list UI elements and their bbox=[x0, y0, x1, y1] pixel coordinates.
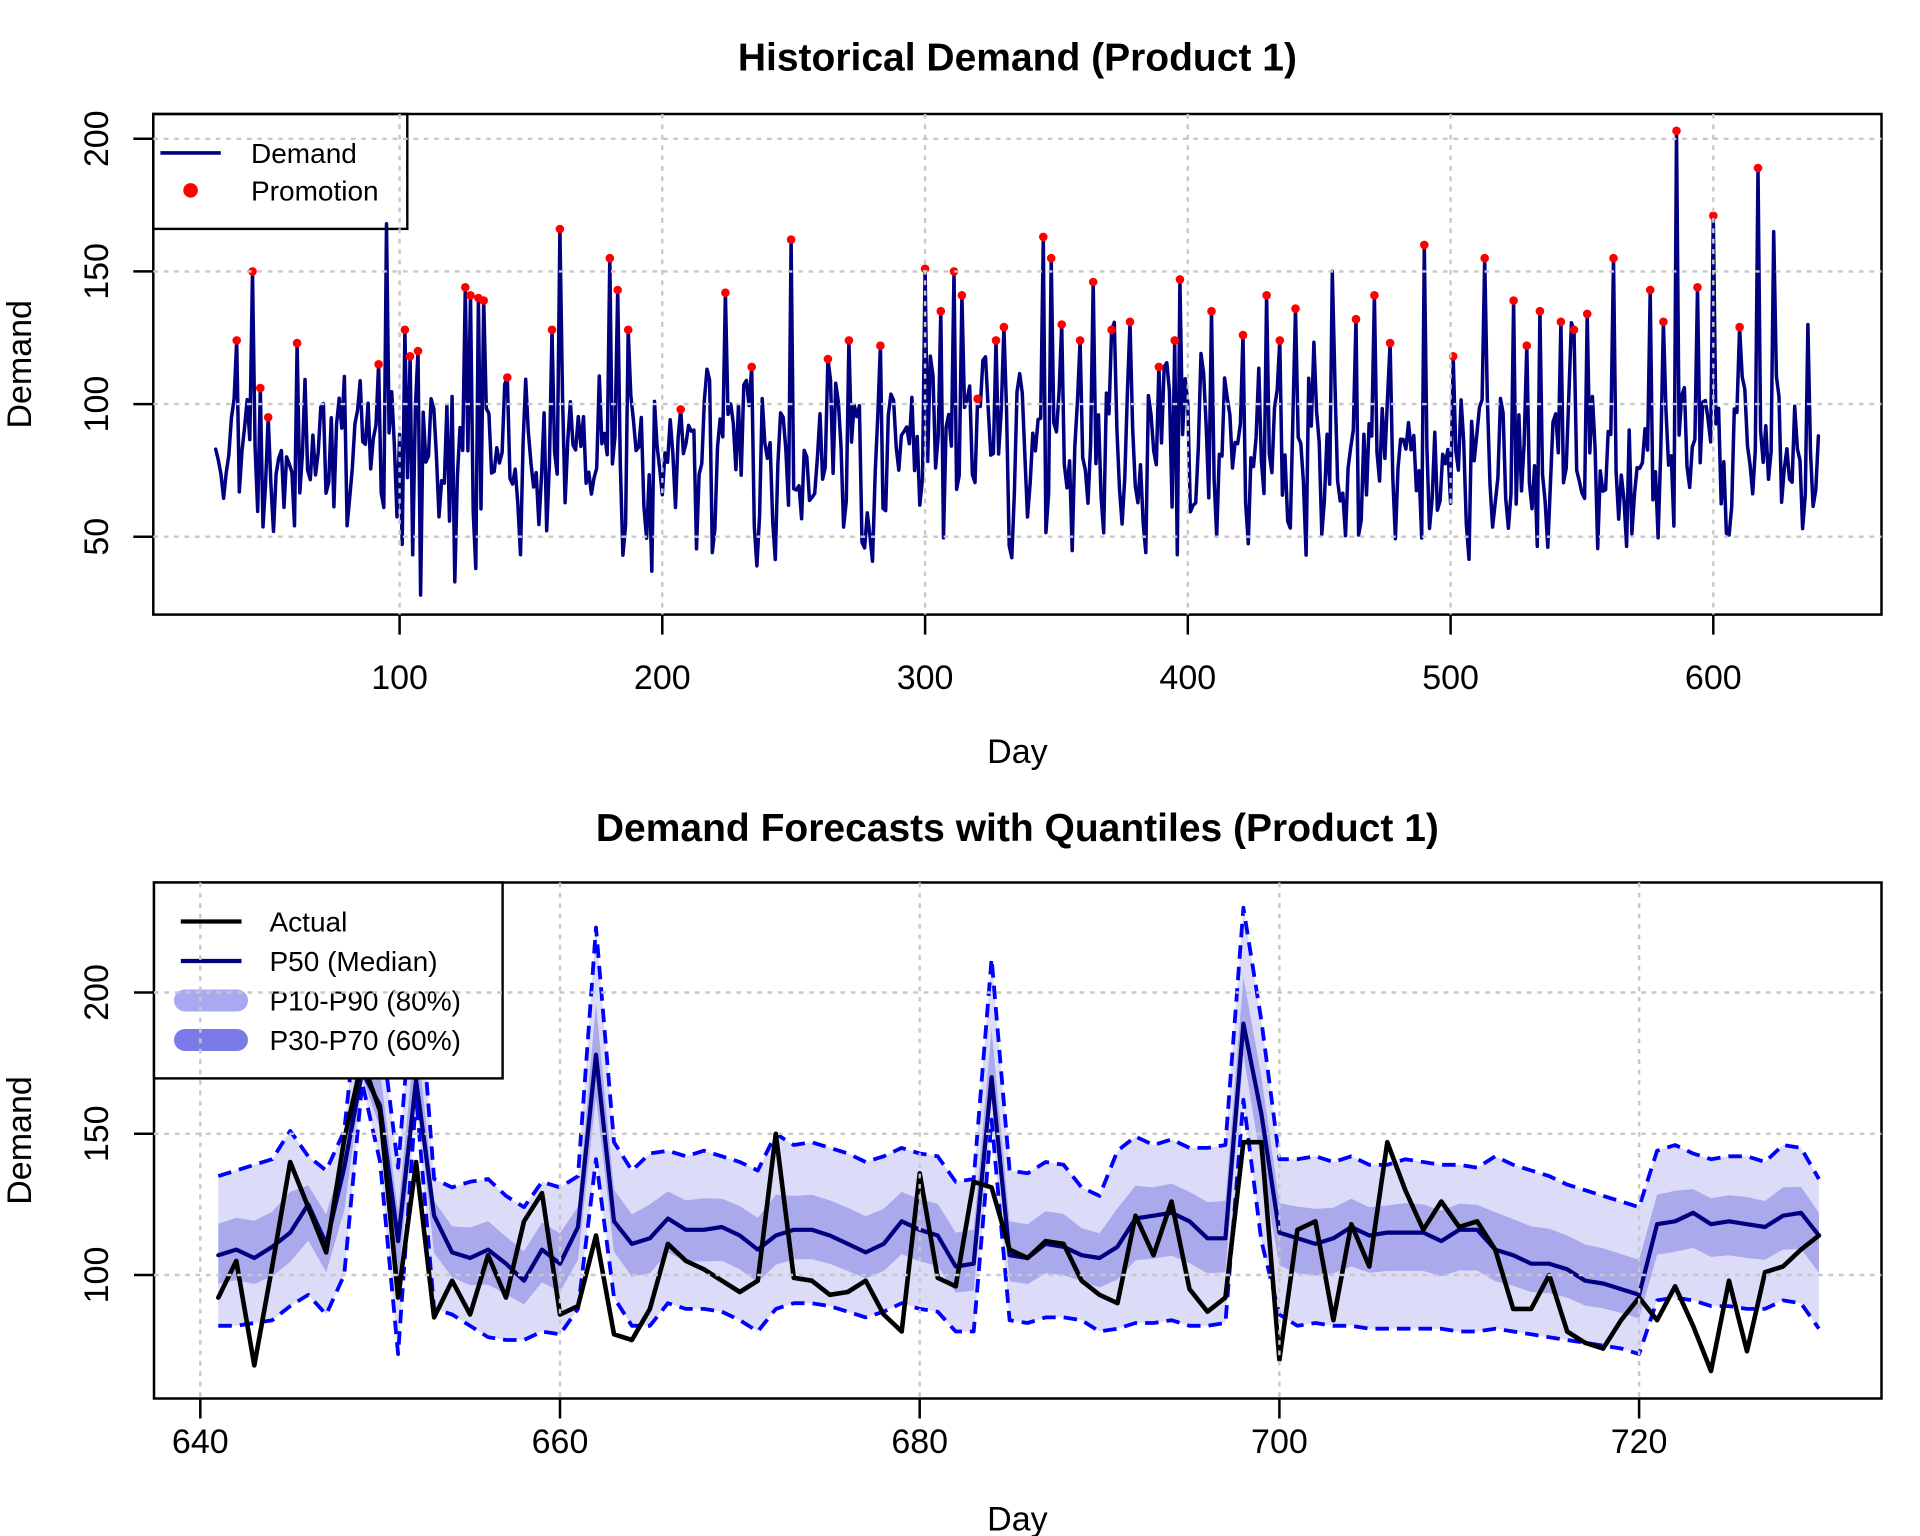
svg-text:680: 680 bbox=[891, 1423, 948, 1461]
svg-text:Demand: Demand bbox=[1, 300, 39, 429]
svg-text:100: 100 bbox=[78, 1247, 116, 1304]
svg-text:Promotion: Promotion bbox=[251, 176, 379, 207]
svg-text:600: 600 bbox=[1685, 659, 1742, 697]
svg-text:Day: Day bbox=[987, 733, 1047, 771]
svg-text:720: 720 bbox=[1611, 1423, 1668, 1461]
svg-text:Demand: Demand bbox=[1, 1076, 39, 1205]
svg-text:640: 640 bbox=[172, 1423, 229, 1461]
svg-text:50: 50 bbox=[78, 518, 116, 556]
svg-text:300: 300 bbox=[897, 659, 954, 697]
svg-text:P50 (Median): P50 (Median) bbox=[270, 946, 438, 977]
svg-text:500: 500 bbox=[1422, 659, 1479, 697]
svg-text:200: 200 bbox=[634, 659, 691, 697]
svg-text:Demand Forecasts with Quantile: Demand Forecasts with Quantiles (Product… bbox=[596, 807, 1439, 850]
svg-text:700: 700 bbox=[1251, 1423, 1308, 1461]
svg-text:200: 200 bbox=[78, 964, 116, 1021]
svg-text:200: 200 bbox=[78, 110, 116, 167]
svg-text:660: 660 bbox=[532, 1423, 589, 1461]
svg-text:Actual: Actual bbox=[270, 907, 348, 938]
svg-text:Day: Day bbox=[987, 1500, 1047, 1536]
svg-text:150: 150 bbox=[78, 243, 116, 300]
svg-text:100: 100 bbox=[78, 376, 116, 433]
svg-text:P10-P90 (80%): P10-P90 (80%) bbox=[270, 986, 461, 1017]
svg-text:150: 150 bbox=[78, 1105, 116, 1162]
svg-text:Historical Demand (Product 1): Historical Demand (Product 1) bbox=[738, 36, 1297, 79]
svg-text:100: 100 bbox=[371, 659, 428, 697]
svg-text:Demand: Demand bbox=[251, 138, 357, 169]
svg-text:P30-P70 (60%): P30-P70 (60%) bbox=[270, 1025, 461, 1056]
svg-text:400: 400 bbox=[1159, 659, 1216, 697]
